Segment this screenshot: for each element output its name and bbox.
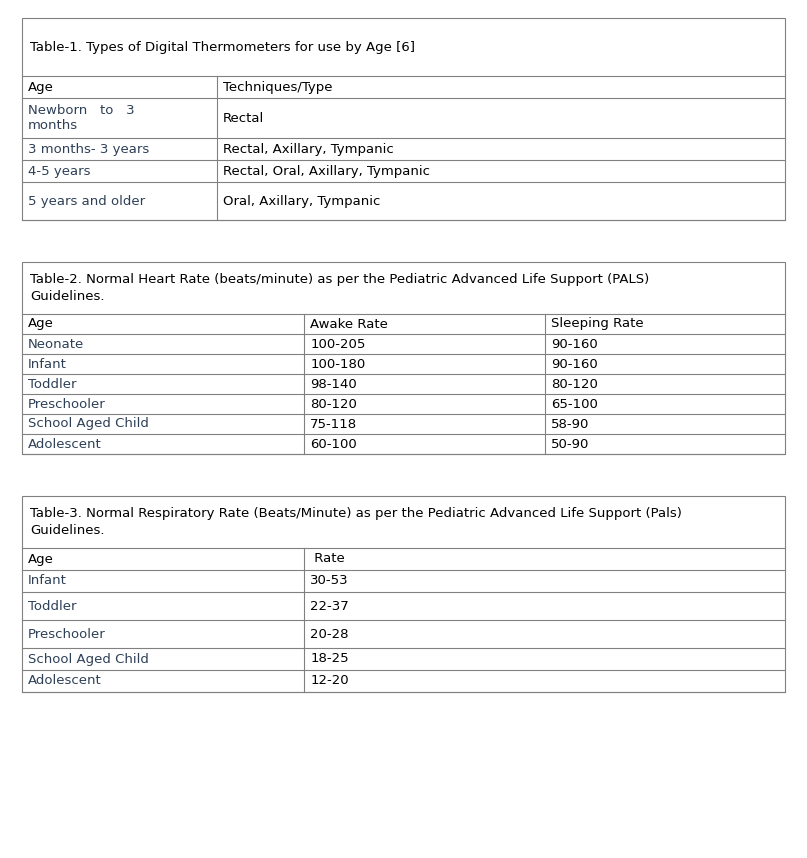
Text: 90-160: 90-160	[550, 358, 597, 371]
Text: 30-53: 30-53	[311, 575, 349, 588]
Text: 12-20: 12-20	[311, 674, 349, 687]
Text: Adolescent: Adolescent	[28, 438, 102, 450]
Text: 65-100: 65-100	[550, 397, 597, 410]
Text: 3 months- 3 years: 3 months- 3 years	[28, 142, 149, 155]
Bar	[22, 18, 785, 220]
Text: 80-120: 80-120	[311, 397, 358, 410]
Text: School Aged Child: School Aged Child	[28, 418, 148, 431]
Text: 20-28: 20-28	[311, 627, 349, 641]
Text: Awake Rate: Awake Rate	[311, 317, 388, 330]
Text: Techniques/Type: Techniques/Type	[223, 81, 332, 94]
Text: 50-90: 50-90	[550, 438, 589, 450]
Text: 80-120: 80-120	[550, 378, 597, 390]
Text: Age: Age	[28, 81, 54, 94]
Text: Table-1. Types of Digital Thermometers for use by Age [6]: Table-1. Types of Digital Thermometers f…	[30, 40, 415, 53]
Text: Toddler: Toddler	[28, 600, 77, 613]
Text: Preschooler: Preschooler	[28, 627, 106, 641]
Text: Rectal: Rectal	[223, 112, 264, 124]
Text: Table-3. Normal Respiratory Rate (Beats/Minute) as per the Pediatric Advanced Li: Table-3. Normal Respiratory Rate (Beats/…	[30, 507, 682, 537]
Text: 18-25: 18-25	[311, 652, 349, 666]
Text: Neonate: Neonate	[28, 337, 84, 351]
Text: 5 years and older: 5 years and older	[28, 195, 145, 208]
Text: 58-90: 58-90	[550, 418, 589, 431]
Text: 22-37: 22-37	[311, 600, 349, 613]
Text: Infant: Infant	[28, 358, 67, 371]
Text: 98-140: 98-140	[311, 378, 357, 390]
Text: 60-100: 60-100	[311, 438, 357, 450]
Text: 100-205: 100-205	[311, 337, 366, 351]
Text: Rectal, Oral, Axillary, Tympanic: Rectal, Oral, Axillary, Tympanic	[223, 165, 429, 178]
Text: Adolescent: Adolescent	[28, 674, 102, 687]
Text: 75-118: 75-118	[311, 418, 358, 431]
Bar	[22, 262, 785, 454]
Text: Rate: Rate	[311, 553, 345, 565]
Text: 100-180: 100-180	[311, 358, 366, 371]
Text: Rectal, Axillary, Tympanic: Rectal, Axillary, Tympanic	[223, 142, 393, 155]
Text: Age: Age	[28, 317, 54, 330]
Text: Oral, Axillary, Tympanic: Oral, Axillary, Tympanic	[223, 195, 380, 208]
Text: 90-160: 90-160	[550, 337, 597, 351]
Text: Table-2. Normal Heart Rate (beats/minute) as per the Pediatric Advanced Life Sup: Table-2. Normal Heart Rate (beats/minute…	[30, 273, 650, 303]
Text: Preschooler: Preschooler	[28, 397, 106, 410]
Text: Toddler: Toddler	[28, 378, 77, 390]
Text: Infant: Infant	[28, 575, 67, 588]
Text: Sleeping Rate: Sleeping Rate	[550, 317, 643, 330]
Bar	[22, 496, 785, 692]
Text: School Aged Child: School Aged Child	[28, 652, 148, 666]
Text: Age: Age	[28, 553, 54, 565]
Text: Newborn   to   3
months: Newborn to 3 months	[28, 104, 135, 132]
Text: 4-5 years: 4-5 years	[28, 165, 90, 178]
